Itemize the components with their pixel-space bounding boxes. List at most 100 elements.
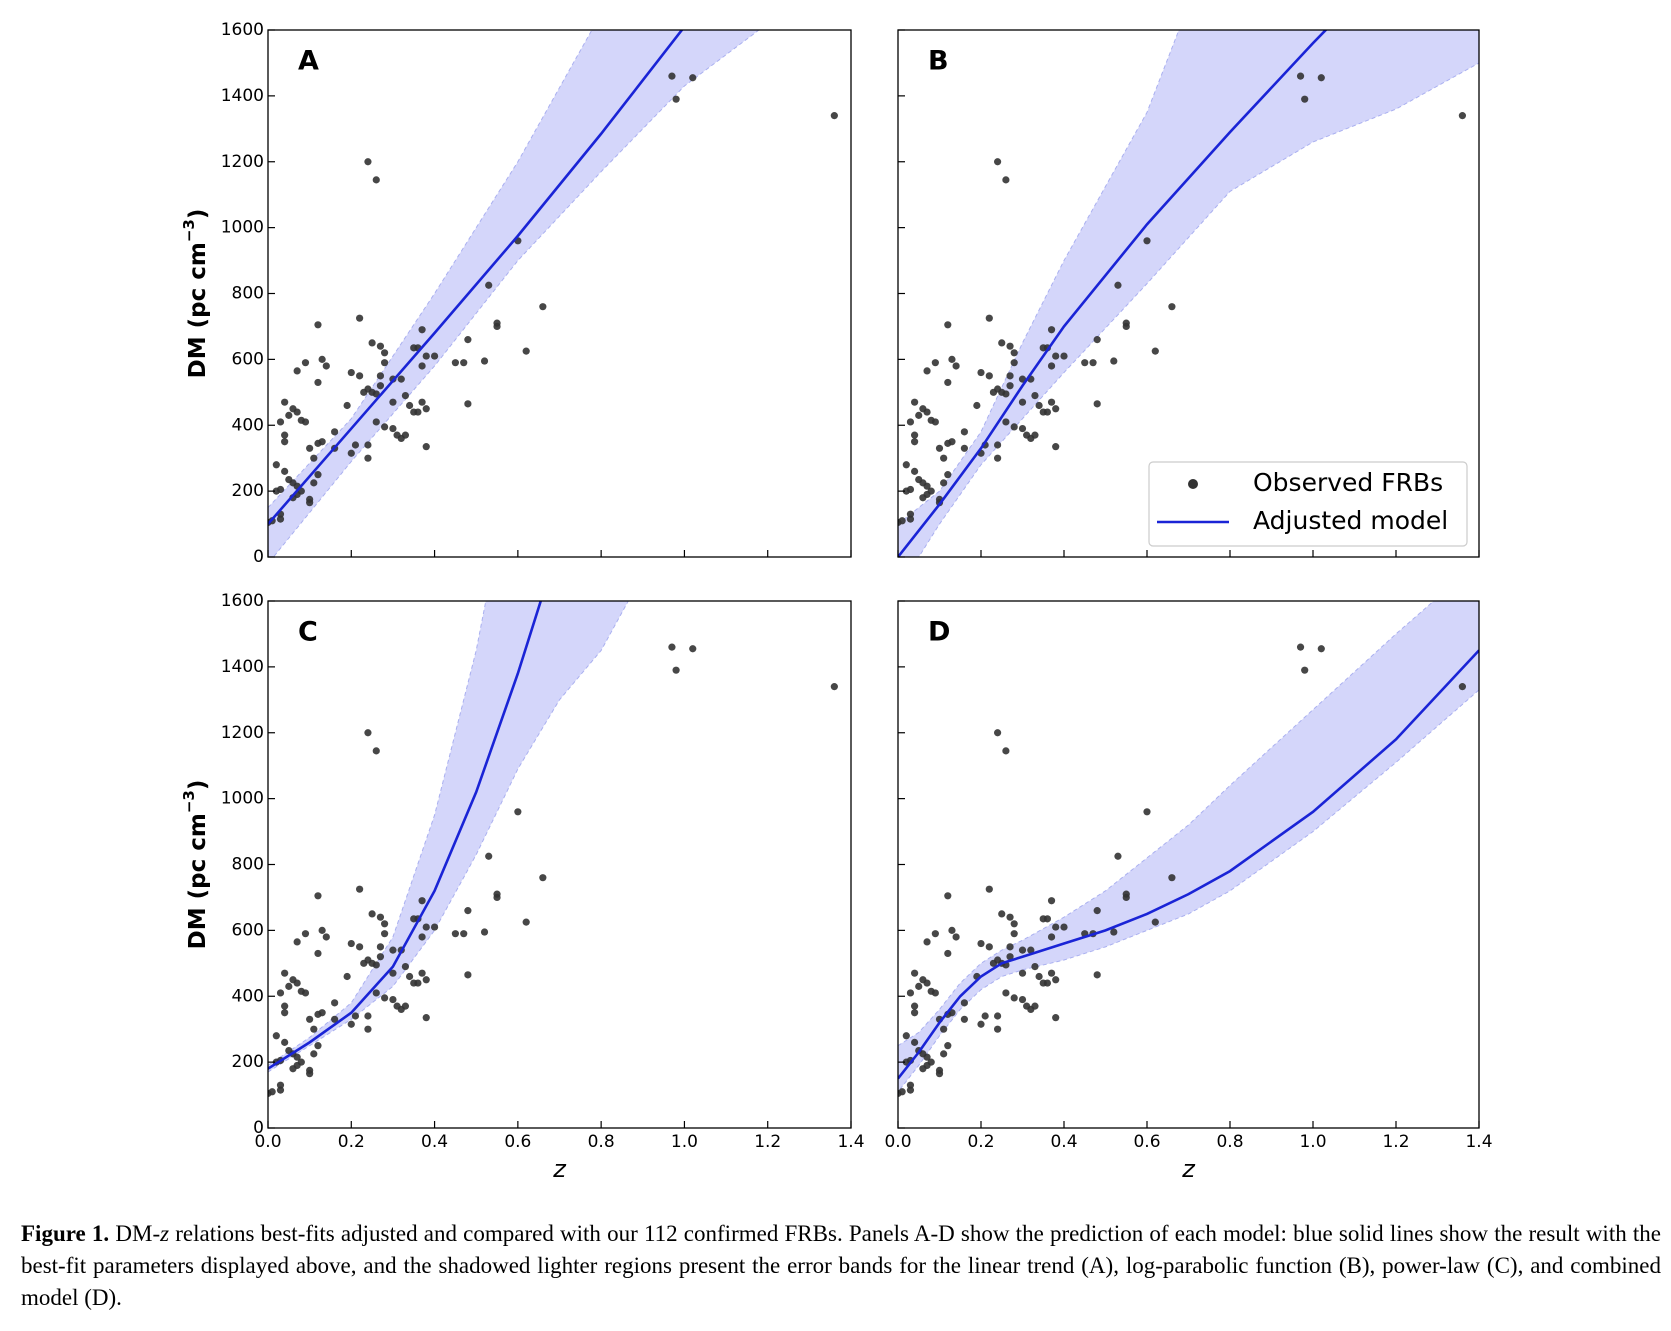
y-tick-label: 1000 <box>221 218 264 238</box>
data-point <box>944 949 952 958</box>
data-point <box>689 74 697 82</box>
data-point <box>1052 443 1060 451</box>
data-point <box>347 449 355 457</box>
data-point <box>285 411 293 419</box>
data-point <box>343 401 351 410</box>
data-point <box>451 359 459 367</box>
data-point <box>514 808 522 816</box>
data-point <box>911 467 919 475</box>
data-point <box>1018 424 1027 433</box>
data-point <box>973 401 981 410</box>
data-point <box>1010 349 1018 357</box>
data-point <box>314 949 322 958</box>
data-point <box>405 972 414 981</box>
data-point <box>1023 1002 1031 1010</box>
data-point <box>314 471 322 479</box>
data-point <box>539 303 547 311</box>
x-tick-label: 0.0 <box>884 1132 911 1152</box>
data-point <box>306 499 314 507</box>
data-point <box>1018 398 1027 406</box>
data-point <box>268 1089 272 1098</box>
y-tick-label: 800 <box>232 855 264 875</box>
data-point <box>276 989 285 997</box>
panel-label: B <box>928 46 949 77</box>
data-point <box>276 1086 285 1094</box>
y-tick-label: 200 <box>232 481 264 501</box>
data-point <box>1010 423 1018 431</box>
data-point <box>301 359 310 367</box>
data-point <box>293 938 301 946</box>
data-point <box>485 281 493 289</box>
data-point <box>1006 943 1014 951</box>
data-point <box>923 408 931 416</box>
data-point <box>1047 969 1056 977</box>
data-point <box>1296 72 1305 80</box>
data-point <box>911 1038 919 1046</box>
data-point <box>451 930 459 938</box>
data-point <box>1151 918 1159 926</box>
data-point <box>281 398 289 406</box>
data-point <box>281 467 289 475</box>
x-axis-label: z <box>552 1155 567 1183</box>
data-point <box>911 398 919 406</box>
data-point <box>998 910 1006 918</box>
data-point <box>1081 359 1089 367</box>
data-point <box>376 382 385 390</box>
data-point <box>1018 995 1027 1004</box>
y-axis-label-sup: −3 <box>180 219 198 242</box>
data-point <box>1458 112 1466 120</box>
data-point <box>301 930 310 938</box>
data-point <box>430 923 439 931</box>
data-point <box>281 969 289 977</box>
caption: Figure 1. DM-z relations best-fits adjus… <box>21 1218 1661 1314</box>
data-point <box>422 405 430 413</box>
data-point <box>931 359 939 367</box>
data-point <box>418 969 426 977</box>
data-point <box>389 424 397 433</box>
data-point <box>381 423 389 431</box>
data-point <box>672 95 680 103</box>
data-point <box>915 982 923 990</box>
data-point <box>948 355 956 363</box>
data-point <box>276 485 285 494</box>
error-band <box>268 30 760 557</box>
data-point <box>389 946 397 954</box>
data-point <box>322 933 330 941</box>
y-tick-label: 1400 <box>221 86 264 106</box>
y-axis-label: DM (pc cm−3) <box>180 209 211 379</box>
data-point <box>931 418 939 426</box>
data-point <box>1035 972 1043 981</box>
data-point <box>1002 176 1010 184</box>
legend-dot <box>1188 479 1198 489</box>
y-tick-label: 1000 <box>221 789 264 809</box>
x-tick-label: 1.2 <box>754 1132 781 1152</box>
y-tick-label: 800 <box>232 284 264 304</box>
data-point <box>376 913 385 921</box>
data-point <box>1301 95 1309 103</box>
data-point <box>1018 969 1027 977</box>
data-point <box>1047 897 1056 905</box>
data-point <box>418 398 426 406</box>
data-point <box>1027 946 1035 954</box>
y-tick-label: 400 <box>232 415 264 435</box>
data-point <box>1047 326 1056 334</box>
panel-label: D <box>928 617 950 648</box>
data-point <box>1006 342 1014 350</box>
data-point <box>994 729 1002 737</box>
data-point <box>977 368 985 377</box>
x-tick-label: 1.0 <box>671 1132 698 1152</box>
data-point <box>480 357 489 365</box>
data-point <box>285 982 293 990</box>
y-tick-label: 600 <box>232 920 264 940</box>
data-point <box>281 1002 289 1010</box>
data-point <box>460 359 468 367</box>
data-point <box>376 372 385 380</box>
data-point <box>293 979 301 987</box>
data-point <box>539 874 547 882</box>
data-point <box>923 367 931 375</box>
data-point <box>318 355 326 363</box>
x-tick-label: 0.8 <box>1216 1132 1243 1152</box>
data-point <box>372 747 380 755</box>
data-point <box>944 378 952 387</box>
